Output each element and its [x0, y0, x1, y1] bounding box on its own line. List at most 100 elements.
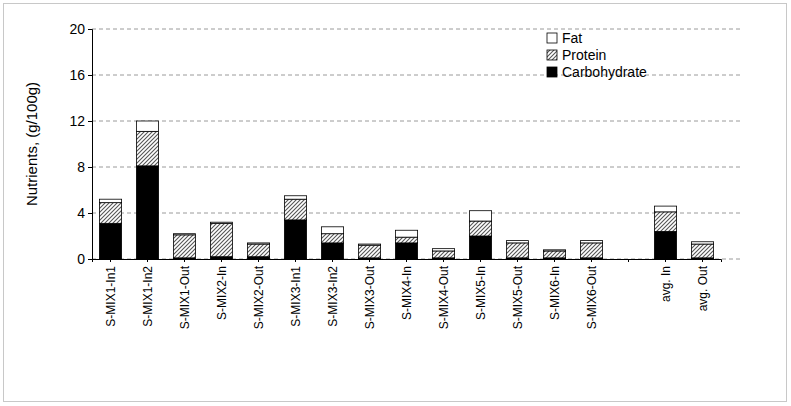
tick-mark: [110, 259, 111, 262]
tick-label: S-MIX6-In: [548, 266, 562, 320]
grid: [92, 29, 741, 259]
tick: S-MIX3-In2: [326, 259, 340, 327]
tick: S-MIX4-In: [400, 259, 414, 320]
bar-segment: [469, 211, 491, 221]
legend-swatch: [547, 67, 557, 77]
bars: [99, 121, 713, 259]
bar-segment: [691, 242, 713, 244]
tick-mark: [147, 259, 148, 262]
bar-segment: [469, 236, 491, 259]
tick: 4: [77, 205, 92, 221]
bar-segment: [321, 227, 343, 234]
tick: S-MIX6-Out: [585, 259, 599, 329]
tick-label: S-MIX4-Out: [437, 265, 451, 329]
tick: 8: [77, 159, 92, 175]
tick: S-MIX3-In1: [289, 259, 303, 327]
frame: [4, 4, 787, 402]
bar-segment: [136, 121, 158, 131]
tick-label: S-MIX3-In2: [326, 266, 340, 327]
tick: S-MIX2-In: [215, 259, 229, 320]
bar-segment: [469, 221, 491, 236]
bar-segment: [284, 199, 306, 220]
bar-segment: [358, 245, 380, 258]
axis-line: [93, 260, 722, 263]
bar-segment: [136, 131, 158, 166]
tick-mark: [665, 259, 666, 262]
axis-title: Nutrients, (g/100g): [23, 82, 40, 206]
bar-segment: [432, 251, 454, 258]
tick-label: 8: [77, 159, 85, 175]
bar-segment: [210, 222, 232, 223]
bar-segment: [580, 243, 602, 258]
legend: FatProteinCarbohydrate: [547, 30, 647, 80]
tick: 20: [69, 21, 92, 37]
tick-mark: [295, 259, 296, 262]
tick-label: S-MIX1-In1: [104, 266, 118, 327]
tick: S-MIX1-Out: [178, 259, 192, 329]
bar-segment: [506, 241, 528, 243]
bar-segment: [654, 212, 676, 232]
tick: S-MIX3-Out: [363, 259, 377, 329]
legend-label: Carbohydrate: [562, 64, 647, 80]
tick: S-MIX4-Out: [437, 259, 451, 329]
tick: S-MIX5-Out: [511, 259, 525, 329]
grid-line: [92, 121, 741, 122]
tick-label: 0: [77, 251, 85, 267]
tick-mark: [88, 213, 92, 214]
tick: 16: [69, 67, 92, 83]
tick-mark: [554, 259, 555, 262]
tick-mark: [369, 259, 370, 262]
tick-mark: [480, 259, 481, 262]
bar-segment: [432, 249, 454, 251]
tick-label: S-MIX2-Out: [252, 265, 266, 329]
bar-segment: [173, 234, 195, 235]
grid-line: [92, 167, 741, 168]
tick-mark: [88, 259, 92, 260]
tick: avg. In: [659, 259, 673, 302]
tick-label: S-MIX3-Out: [363, 265, 377, 329]
bar-segment: [691, 244, 713, 258]
y-axis: 0 4 8 12 16 20: [69, 21, 92, 267]
tick: 0: [77, 251, 92, 267]
grid-line: [92, 213, 741, 214]
tick-mark: [591, 259, 592, 262]
bar-segment: [173, 235, 195, 258]
tick: S-MIX1-In2: [141, 259, 155, 327]
tick: [628, 259, 629, 262]
bar-segment: [543, 250, 565, 251]
x-axis: S-MIX1-In1 S-MIX1-In2 S-MIX1-Out S-MIX2-In S…: [93, 259, 722, 329]
bar-segment: [543, 251, 565, 258]
tick-mark: [88, 121, 92, 122]
tick-label: S-MIX3-In1: [289, 266, 303, 327]
legend-swatch: [547, 50, 557, 60]
tick-mark: [406, 259, 407, 262]
bar-segment: [506, 243, 528, 258]
tick-label: 20: [69, 21, 85, 37]
tick-mark: [258, 259, 259, 262]
legend-label: Fat: [562, 30, 582, 46]
tick-label: 16: [69, 67, 85, 83]
chart: 048121620S-MIX1-In1S-MIX1-In2S-MIX1-OutS…: [0, 0, 791, 406]
bar-segment: [210, 223, 232, 256]
bar-segment: [99, 199, 121, 202]
bar-segment: [654, 206, 676, 212]
bar-segment: [580, 241, 602, 243]
bar-segment: [284, 220, 306, 259]
bar-segment: [395, 230, 417, 237]
tick-mark: [517, 259, 518, 262]
tick-label: avg. Out: [696, 265, 710, 311]
tick-label: S-MIX2-In: [215, 266, 229, 320]
tick: 12: [69, 113, 92, 129]
tick-mark: [88, 75, 92, 76]
bar-segment: [99, 223, 121, 259]
axis-line: [88, 30, 93, 260]
bar-segment: [247, 243, 269, 244]
tick-label: S-MIX1-In2: [141, 266, 155, 327]
bar-segment: [99, 203, 121, 224]
bar-segment: [654, 231, 676, 259]
tick: S-MIX2-Out: [252, 259, 266, 329]
tick-mark: [332, 259, 333, 262]
legend-swatch: [547, 33, 557, 43]
bar-segment: [395, 243, 417, 259]
tick-label: S-MIX6-Out: [585, 265, 599, 329]
